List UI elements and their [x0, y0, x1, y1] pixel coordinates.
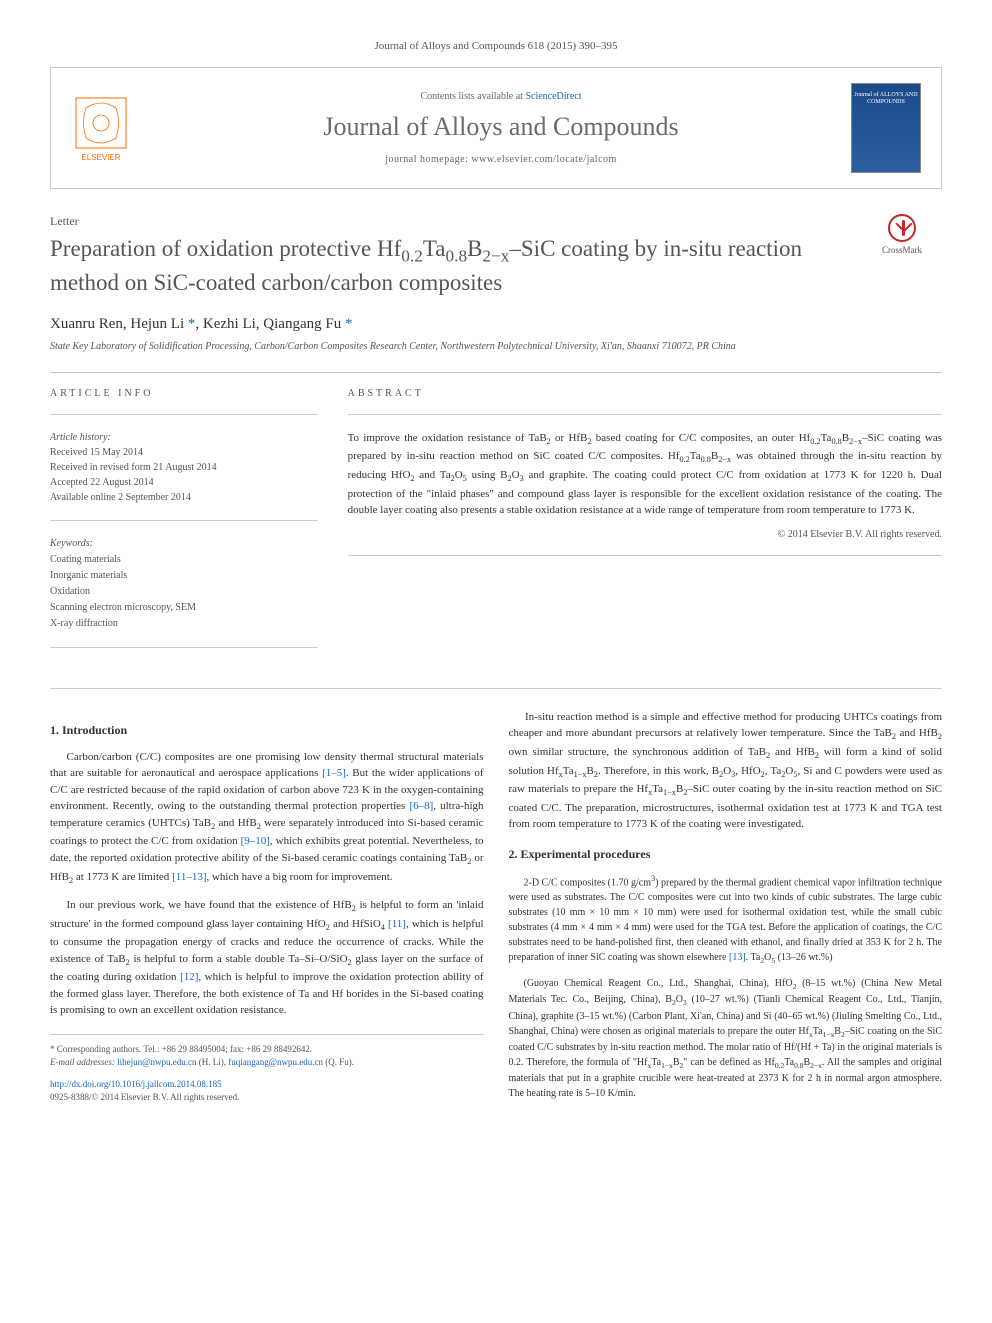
doi-block: http://dx.doi.org/10.1016/j.jallcom.2014…: [50, 1078, 484, 1105]
sciencedirect-link[interactable]: ScienceDirect: [525, 91, 581, 102]
intro-paragraph-3: In-situ reaction method is a simple and …: [509, 709, 943, 833]
affiliation: State Key Laboratory of Solidification P…: [50, 341, 942, 352]
abstract-panel: ABSTRACT To improve the oxidation resist…: [348, 388, 942, 663]
svg-text:ELSEVIER: ELSEVIER: [81, 153, 120, 162]
section-2-heading: 2. Experimental procedures: [509, 845, 943, 863]
crossmark-icon: [888, 214, 916, 242]
right-column: In-situ reaction method is a simple and …: [509, 709, 943, 1111]
authors-list: Xuanru Ren, Hejun Li *, Kezhi Li, Qianga…: [50, 316, 942, 333]
issn-line: 0925-8388/© 2014 Elsevier B.V. All right…: [50, 1091, 484, 1105]
article-type: Letter: [50, 214, 942, 229]
abstract-heading: ABSTRACT: [348, 388, 942, 399]
corresponding-author-note: * Corresponding authors. Tel.: +86 29 88…: [50, 1043, 484, 1057]
abstract-text: To improve the oxidation resistance of T…: [348, 430, 942, 519]
article-info-panel: ARTICLE INFO Article history: Received 1…: [50, 388, 318, 663]
journal-title: Journal of Alloys and Compounds: [151, 112, 851, 142]
experimental-paragraph-2: (Guoyao Chemical Reagent Co., Ltd., Shan…: [509, 976, 943, 1101]
email-addresses: E-mail addresses: lihejun@nwpu.edu.cn (H…: [50, 1056, 484, 1070]
experimental-paragraph-1: 2-D C/C composites (1.70 g/cm3) prepared…: [509, 873, 943, 967]
journal-cover-thumbnail: Journal of ALLOYS AND COMPOUNDS: [851, 83, 921, 173]
doi-link-line[interactable]: http://dx.doi.org/10.1016/j.jallcom.2014…: [50, 1078, 484, 1092]
article-history: Article history: Received 15 May 2014 Re…: [50, 430, 318, 505]
article-title: Preparation of oxidation protective Hf0.…: [50, 234, 942, 298]
crossmark-badge[interactable]: CrossMark: [862, 214, 942, 255]
intro-paragraph-2: In our previous work, we have found that…: [50, 897, 484, 1019]
left-column: 1. Introduction Carbon/carbon (C/C) comp…: [50, 709, 484, 1111]
citation-header: Journal of Alloys and Compounds 618 (201…: [50, 40, 942, 52]
contents-available: Contents lists available at ScienceDirec…: [151, 91, 851, 102]
keywords-block: Keywords: Coating materials Inorganic ma…: [50, 536, 318, 632]
footnotes: * Corresponding authors. Tel.: +86 29 88…: [50, 1034, 484, 1070]
elsevier-logo: ELSEVIER: [71, 93, 131, 163]
abstract-copyright: © 2014 Elsevier B.V. All rights reserved…: [348, 529, 942, 540]
divider: [50, 372, 942, 373]
journal-header-box: ELSEVIER Contents lists available at Sci…: [50, 67, 942, 189]
article-info-heading: ARTICLE INFO: [50, 388, 318, 399]
intro-paragraph-1: Carbon/carbon (C/C) composites are one p…: [50, 749, 484, 887]
journal-homepage: journal homepage: www.elsevier.com/locat…: [151, 154, 851, 165]
body-columns: 1. Introduction Carbon/carbon (C/C) comp…: [50, 709, 942, 1111]
section-1-heading: 1. Introduction: [50, 721, 484, 739]
